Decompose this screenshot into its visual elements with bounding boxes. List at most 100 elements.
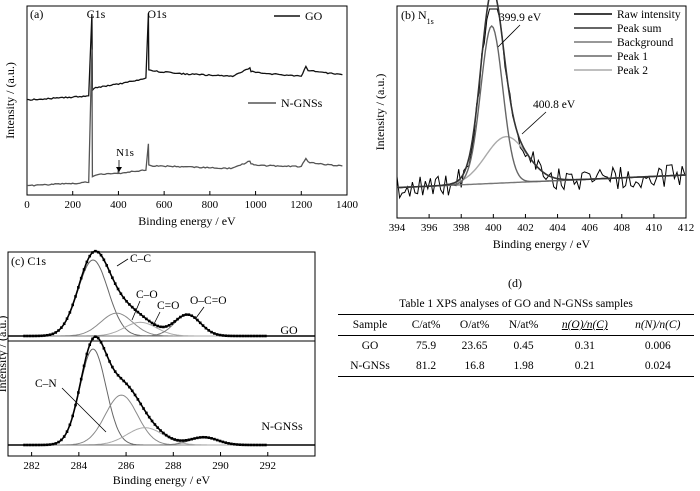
raw-data-point	[198, 321, 202, 325]
plot-frame	[26, 5, 348, 196]
series-line-raw-intensity	[396, 8, 686, 200]
table-header-row: Sample C/at% O/at% N/at% n(O)/n(C) n(N)/…	[338, 314, 694, 336]
raw-data-point	[96, 336, 100, 340]
raw-data-point	[142, 407, 145, 410]
x-axis-tick-label: 288	[165, 460, 182, 472]
x-axis-tick-label: 290	[212, 460, 229, 472]
raw-data-point	[159, 325, 162, 329]
col-o-c-ratio: n(O)/n(C)	[561, 319, 608, 331]
table-row: GO 75.9 23.65 0.45 0.31 0.006	[338, 336, 694, 357]
raw-data-point	[74, 403, 77, 407]
raw-data-point	[181, 314, 185, 317]
series-line-go	[26, 13, 343, 101]
raw-data-point	[255, 334, 259, 338]
raw-data-point	[150, 321, 154, 325]
annotation-o-c-double-o: O–C=O	[190, 295, 227, 307]
raw-data-point	[232, 442, 236, 446]
raw-data-point	[130, 389, 134, 393]
raw-data-point	[125, 382, 128, 386]
raw-data-point	[85, 260, 89, 264]
raw-data-point	[133, 308, 137, 311]
raw-data-point	[204, 436, 208, 439]
raw-data-point	[105, 264, 109, 267]
panel-label: (a)	[30, 7, 43, 21]
raw-data-point	[105, 353, 109, 357]
annotation-o1s: O1s	[147, 7, 167, 21]
annotation-c-double-o-leader	[152, 311, 161, 327]
raw-data-point	[37, 334, 40, 338]
legend-label: Peak sum	[617, 23, 661, 35]
x-axis-tick-label: 282	[23, 460, 40, 472]
annotation-peak-1: 399.9 eV	[499, 12, 542, 24]
raw-data-point	[230, 334, 233, 338]
raw-data-point	[102, 346, 106, 350]
raw-data-point	[167, 435, 171, 439]
panel-c-c1s-spectrum: 282 284 286 288 290 292 Binding energy / eV Int…	[0, 249, 316, 487]
raw-data-point	[249, 334, 253, 338]
raw-data-point	[162, 431, 165, 435]
raw-data-point	[71, 414, 75, 418]
raw-data-point	[139, 313, 143, 316]
raw-data-point	[153, 423, 157, 426]
table-cell: 0.45	[513, 340, 534, 352]
col-o-at: O/at%	[459, 319, 490, 331]
raw-data-point	[264, 443, 267, 447]
raw-data-point	[249, 443, 253, 447]
raw-data-point	[179, 315, 182, 319]
raw-data-point	[213, 332, 216, 335]
table-cell: 16.8	[464, 360, 485, 372]
raw-data-point	[193, 316, 196, 319]
col-n-c-ratio: n(N)/n(C)	[635, 319, 681, 331]
raw-data-point	[40, 443, 43, 447]
raw-data-point	[142, 315, 145, 318]
raw-data-point	[99, 253, 103, 257]
raw-data-point	[91, 251, 94, 254]
raw-data-point	[128, 385, 131, 389]
raw-data-point	[235, 334, 239, 338]
raw-data-point	[48, 443, 52, 446]
x-axis-tick-label: 286	[118, 460, 135, 472]
raw-data-point	[91, 337, 94, 341]
raw-data-point	[54, 442, 58, 445]
panel-label: (c) C1s	[11, 254, 46, 268]
series-line-n-gnss	[26, 49, 343, 187]
raw-data-point	[190, 437, 194, 441]
legend-label: Background	[617, 37, 673, 49]
annotation-c-o: C–O	[136, 289, 158, 301]
y-axis-label: Intensity / (a.u.)	[0, 316, 9, 393]
raw-data-point	[159, 429, 162, 432]
x-axis-tick-label: 800	[202, 199, 219, 211]
raw-data-point	[26, 334, 29, 338]
panel-d-label: (d)	[508, 276, 522, 290]
raw-data-point	[227, 334, 230, 338]
raw-data-point	[164, 325, 168, 328]
xps-table: Sample C/at% O/at% N/at% n(O)/n(C) n(N)/…	[338, 314, 694, 377]
raw-data-point	[62, 435, 66, 438]
raw-data-point	[51, 442, 55, 446]
raw-data-point	[145, 411, 148, 415]
plot-frame	[396, 5, 687, 219]
table-cell: 0.21	[574, 360, 595, 372]
raw-data-point	[210, 437, 213, 440]
raw-data-point	[198, 436, 202, 439]
raw-data-point	[139, 402, 143, 406]
raw-data-point	[113, 370, 117, 373]
raw-data-point	[156, 426, 160, 429]
raw-data-point	[85, 352, 89, 356]
raw-data-point	[193, 437, 196, 440]
x-axis-tick-label: 398	[453, 222, 470, 234]
raw-data-point	[238, 443, 242, 447]
raw-data-point	[82, 364, 86, 368]
raw-data-point	[255, 443, 259, 447]
raw-data-point	[261, 334, 264, 338]
legend-label-ngnss: N-GNSs	[281, 96, 323, 110]
annotation-c-n: C–N	[35, 378, 57, 390]
annotation-c-n-leader	[61, 387, 107, 433]
legend-label-go: GO	[305, 9, 323, 23]
raw-data-point	[156, 324, 160, 328]
raw-data-point	[45, 333, 49, 337]
raw-data-point	[65, 317, 69, 320]
raw-data-point	[153, 323, 157, 326]
raw-data-point	[176, 438, 179, 442]
